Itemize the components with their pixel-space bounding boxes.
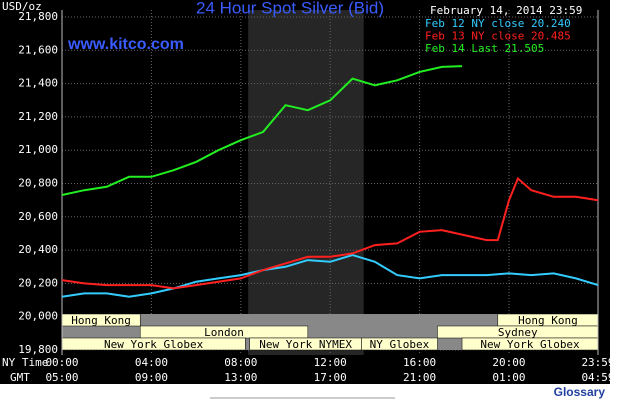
- y-tick-label: 20,800: [18, 177, 58, 190]
- y-tick-label: 21,800: [18, 10, 58, 23]
- y-tick-label: 21,600: [18, 43, 58, 56]
- x-tick-label: 23:59: [581, 356, 614, 369]
- y-tick-label: 21,000: [18, 143, 58, 156]
- session-label: New York Globex: [104, 338, 204, 351]
- x-axis-label: NY Time: [2, 356, 48, 369]
- y-tick-label: 19,800: [18, 343, 58, 356]
- x2-axis-label: GMT: [10, 371, 30, 384]
- x-tick-label: 12:00: [314, 356, 347, 369]
- series-line: [61, 176, 599, 290]
- watermark: www.kitco.com: [67, 36, 184, 53]
- chart-title: 24 Hour Spot Silver (Bid): [196, 0, 384, 17]
- x2-tick-label: 13:00: [224, 371, 257, 384]
- x2-tick-label: 17:00: [314, 371, 347, 384]
- series-line: [61, 65, 463, 196]
- session-label: Hong Kong: [518, 314, 578, 327]
- y-tick-label: 20,000: [18, 310, 58, 323]
- legend-entry: Feb 12 NY close 20.240: [425, 17, 571, 30]
- x-tick-label: 08:00: [224, 356, 257, 369]
- y-tick-label: 21,400: [18, 77, 58, 90]
- session-label: London: [204, 326, 244, 339]
- session-bar: [361, 337, 438, 351]
- legend-entry: Feb 13 NY close 20.485: [425, 30, 571, 43]
- x-tick-label: 04:00: [135, 356, 168, 369]
- y-tick-label: 21,200: [18, 110, 58, 123]
- x2-tick-label: 05:00: [45, 371, 78, 384]
- x2-tick-label: 21:00: [403, 371, 436, 384]
- y-tick-label: 20,400: [18, 243, 58, 256]
- session-label: New York Globex: [480, 338, 580, 351]
- y-tick-label: 20,200: [18, 276, 58, 289]
- x2-tick-label: 01:00: [492, 371, 525, 384]
- x-tick-label: 20:00: [492, 356, 525, 369]
- session-label: Sydney: [498, 326, 538, 339]
- y-axis-label: USD/oz: [2, 0, 42, 13]
- glossary-link[interactable]: Glossary: [554, 385, 606, 399]
- x2-tick-label: 04:59: [581, 371, 614, 384]
- x-tick-label: 16:00: [403, 356, 436, 369]
- session-label: Hong Kong: [71, 314, 131, 327]
- y-tick-label: 20,600: [18, 210, 58, 223]
- x-tick-label: 00:00: [45, 356, 78, 369]
- series-line: [61, 254, 599, 298]
- date-label: February 14, 2014 23:59: [430, 4, 582, 17]
- shaded-region: [248, 10, 364, 355]
- session-label: New York NYMEX: [259, 338, 352, 351]
- x2-tick-label: 09:00: [135, 371, 168, 384]
- session-label: NY Globex: [370, 338, 430, 351]
- legend-entry: Feb 14 Last 21.505: [425, 42, 544, 55]
